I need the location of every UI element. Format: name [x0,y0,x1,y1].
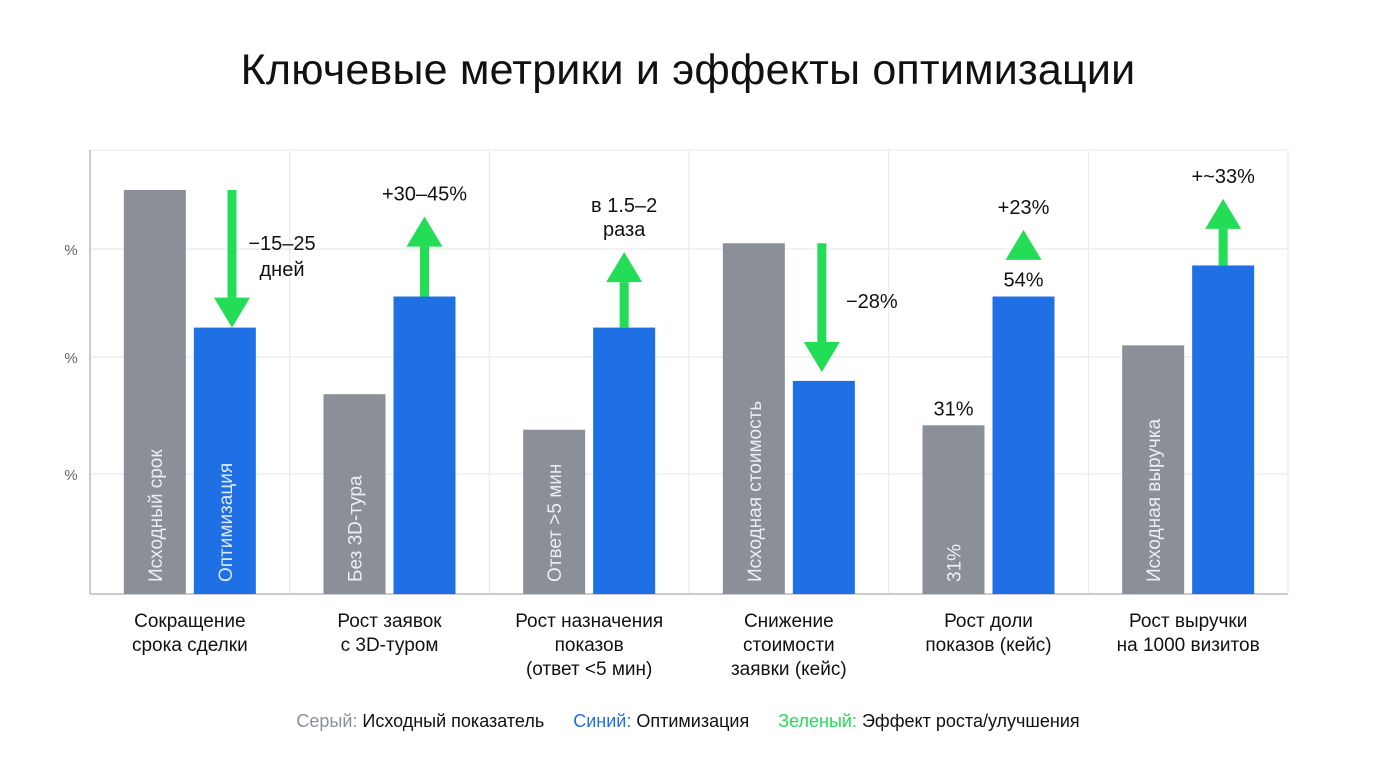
legend-key-blue: Синий: [573,711,632,731]
legend-item-blue: Синий: Оптимизация [573,711,754,731]
bar-blue [393,296,456,594]
x-tick-label: показов [555,635,624,656]
effect-arrow-up-icon [1005,229,1042,260]
y-tick-label: % [64,350,77,367]
effect-arrow-up-icon [406,216,443,247]
effect-arrow-shaft [227,189,237,298]
x-tick-label: на 1000 визитов [1117,635,1260,656]
bar-blue [1192,265,1255,594]
x-tick-label: Рост назначения [515,611,663,632]
effect-arrow-shaft [1218,228,1228,266]
legend-item-green: Зеленый: Эффект роста/улучшения [778,711,1079,731]
legend-text-green: Эффект роста/улучшения [861,711,1080,731]
effect-arrow-shaft [619,282,629,328]
legend-text-blue: Оптимизация [636,711,750,731]
bar-blue [992,296,1055,594]
legend-item-gray: Серый: Исходный показатель [296,711,549,731]
effect-label: +30–45% [382,184,467,206]
effect-label: +23% [998,197,1050,219]
legend: Серый: Исходный показатель Синий: Оптими… [0,711,1376,732]
bar-blue [792,380,855,594]
bar-gray [1122,345,1185,594]
legend-key-green: Зеленый: [778,711,857,731]
bar-value-label: 54% [1003,270,1043,292]
effect-label: −28% [846,291,898,313]
y-tick-label: % [64,242,77,259]
effect-label: дней [259,259,304,281]
x-tick-label: Рост доли [944,611,1033,632]
bar-gray [123,189,186,594]
bar-inner-label: Исходный срок [146,449,167,582]
y-tick-label: % [64,467,77,484]
bar-inner-label: Ответ >5 мин [545,464,566,582]
effect-arrow-shaft [817,243,827,342]
legend-text-gray: Исходный показатель [362,711,545,731]
x-tick-label: с 3D-туром [341,635,439,656]
x-tick-label: показов (кейс) [925,635,1051,656]
effect-label: раза [603,219,646,241]
x-tick-label: Сокращение [134,611,245,632]
bar-inner-label: 31% [945,544,966,582]
bar-value-label: 31% [933,398,973,420]
x-tick-label: Рост выручки [1129,611,1247,632]
x-tick-label: Снижение [744,611,834,632]
x-tick-label: заявки (кейс) [731,659,847,680]
effect-arrow-down-icon [803,342,840,372]
effect-arrow-up-icon [1205,198,1242,229]
bar-inner-label: Оптимизация [216,463,237,582]
bar-inner-label: Без 3D-тура [346,475,367,582]
effect-label: −15–25 [248,233,315,255]
bar-gray [323,394,386,594]
x-tick-label: стоимости [743,635,835,656]
legend-key-gray: Серый: [296,711,358,731]
effect-arrow-shaft [420,246,429,297]
chart-title: Ключевые метрики и эффекты оптимизации [240,46,1136,94]
effect-arrow-up-icon [606,252,643,283]
bar-blue [593,327,656,594]
x-tick-label: срока сделки [132,635,248,656]
bar-gray [922,425,985,594]
bar-blue [193,327,256,594]
bar-inner-label: Исходная стоимость [745,401,766,582]
x-tick-label: Рост заявок [337,611,442,632]
bar-gray [722,243,785,595]
bar-gray [523,429,586,594]
bar-inner-label: Исходная выручка [1144,418,1165,582]
effect-arrow-down-icon [214,297,250,328]
effect-label: +~33% [1191,166,1255,188]
x-tick-label: (ответ <5 мин) [526,659,652,680]
effect-label: в 1.5–2 [591,195,657,217]
